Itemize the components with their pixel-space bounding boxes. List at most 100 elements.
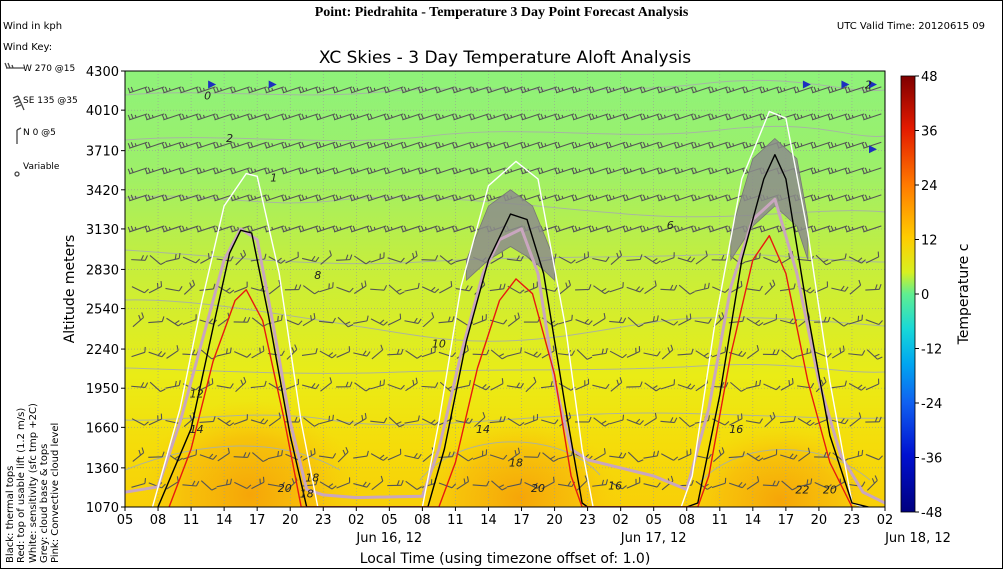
wind-barb-icon (371, 344, 384, 360)
contour-label: 20 (823, 484, 837, 497)
wind-barb-icon (762, 480, 780, 487)
wind-barb-icon (178, 113, 199, 121)
wind-barb-icon (656, 141, 677, 149)
wind-barb-icon (708, 225, 728, 233)
wind-barb-icon (247, 86, 267, 94)
contour-label: 14 (190, 423, 204, 436)
wind-barb-icon (353, 280, 367, 294)
wind-barb-icon (729, 413, 743, 426)
page-title: Point: Piedrahita - Temperature 3 Day Po… (314, 5, 689, 20)
wind-barb-icon (182, 314, 197, 325)
contour-label: 0 (204, 89, 211, 102)
series-line (157, 154, 869, 507)
wind-barb-icon (285, 318, 303, 326)
wind-barb-icon (213, 86, 233, 94)
wind-barb-icon (387, 313, 402, 326)
wind-barb-icon (746, 452, 764, 462)
wind-barb-icon (656, 113, 677, 121)
wind-barb-icon (588, 167, 609, 175)
wind-barb-icon (195, 194, 216, 202)
wind-barb-icon (865, 453, 883, 461)
wind-barb-icon (435, 225, 455, 233)
y-tick-label: 3130 (86, 223, 119, 238)
wind-barb-icon (489, 416, 506, 424)
wind-barb-icon (643, 482, 661, 488)
wind-barb-icon (708, 194, 728, 202)
wind-barb-icon (745, 418, 764, 424)
wind-barb-icon (315, 225, 336, 233)
y-axis-label: Altitude meters (62, 235, 78, 344)
wind-barb-icon (764, 279, 776, 296)
wind-barb-icon (541, 345, 555, 359)
wind-barb-icon (320, 377, 333, 392)
x-tick-label: 11 (183, 513, 200, 528)
wind-barb-icon (161, 194, 182, 202)
wind-barb-icon (695, 250, 708, 265)
wind-barb-icon (725, 113, 745, 121)
wind-barb-icon (559, 279, 571, 295)
wind-barb-icon (797, 417, 815, 427)
colorbar-tick-label: -24 (921, 397, 942, 412)
wind-barb-icon (149, 255, 166, 265)
x-tick-label: 14 (745, 513, 762, 528)
wind-barb-icon (524, 414, 539, 425)
wind-barb-icon (643, 351, 661, 357)
wind-key-item-3: N 0 @5 (23, 128, 56, 138)
wind-barb-icon (404, 282, 420, 292)
wind-barb-icon (422, 312, 435, 328)
wind-barb-icon (503, 86, 523, 94)
wind-barb-icon (844, 141, 865, 149)
wind-barb-icon (302, 382, 320, 390)
wind-barb-icon (387, 480, 404, 487)
wind-barb-icon (571, 113, 592, 121)
wind-barb-icon (609, 350, 627, 359)
wind-barb-icon (267, 481, 285, 488)
wind-barb-icon (405, 377, 418, 392)
chart-title: XC Skies - 3 Day Temperature Aloft Analy… (319, 48, 691, 68)
wind-barb-icon (315, 86, 336, 94)
wind-barb-icon (178, 86, 199, 94)
wind-barb-icon (674, 225, 694, 233)
contour-label: 18 (300, 488, 314, 501)
wind-barb-icon (865, 378, 880, 391)
wind-barb-icon (537, 167, 558, 175)
y-tick-label: 2540 (86, 303, 119, 318)
wind-barb-icon (315, 167, 336, 175)
contour-label: 12 (190, 388, 204, 401)
wind-barb-icon (195, 141, 216, 149)
wind-barb-icon (575, 318, 593, 326)
wind-barb-icon (490, 349, 508, 360)
wind-barb-icon (503, 141, 523, 149)
wind-barb-icon (195, 167, 216, 175)
wind-barb-icon (332, 194, 353, 202)
wind-barb-icon (178, 141, 199, 149)
wind-barb-icon (144, 225, 165, 233)
wind-barb-icon (593, 285, 610, 295)
wind-barb-icon (213, 113, 233, 121)
wind-barb-icon (332, 141, 353, 149)
wind-flag-icon (208, 80, 217, 89)
x-tick-label: 02 (612, 513, 629, 528)
wind-barb-icon (588, 113, 609, 121)
wind-barb-icon (780, 453, 798, 460)
wind-barb-icon (281, 86, 302, 94)
wind-barb-icon (537, 141, 558, 149)
wind-barb-icon (763, 449, 778, 460)
wind-barb-icon (605, 167, 626, 175)
wind-barb-icon (320, 250, 332, 265)
wind-barb-icon (315, 113, 336, 121)
wind-barb-icon (353, 412, 367, 427)
wind-barb-icon (268, 280, 281, 295)
wind-barb-icon (387, 257, 405, 263)
wind-flag-icon (841, 80, 850, 89)
wind-barb-icon (861, 225, 882, 233)
wind-barb-icon (708, 86, 728, 94)
wind-barb-icon (349, 141, 370, 149)
wind-barb-icon (588, 194, 609, 202)
wind-barb-icon (674, 113, 694, 121)
wind-barb-icon (336, 254, 353, 261)
wind-key-item-1: W 270 @15 (23, 64, 76, 74)
wind-barb-icon (230, 141, 250, 149)
wind-barb-icon (865, 416, 882, 423)
